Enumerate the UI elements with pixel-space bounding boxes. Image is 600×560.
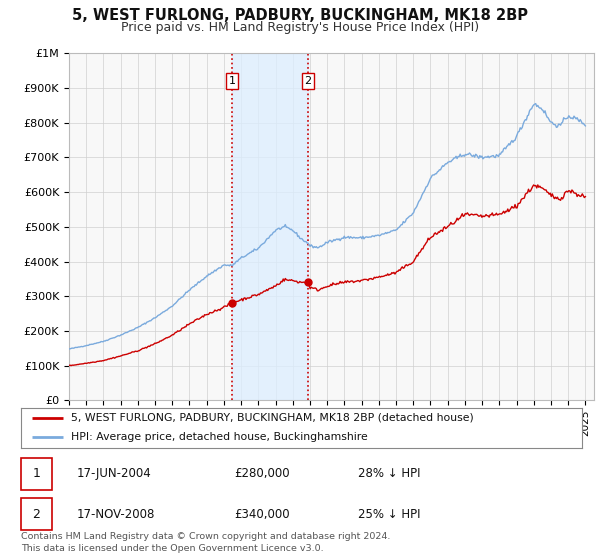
- Text: 17-JUN-2004: 17-JUN-2004: [77, 467, 152, 480]
- Bar: [21, 498, 52, 530]
- Bar: [232, 53, 308, 400]
- Text: 5, WEST FURLONG, PADBURY, BUCKINGHAM, MK18 2BP: 5, WEST FURLONG, PADBURY, BUCKINGHAM, MK…: [72, 8, 528, 24]
- Text: 1: 1: [32, 467, 40, 480]
- Text: 28% ↓ HPI: 28% ↓ HPI: [358, 467, 420, 480]
- Text: 17-NOV-2008: 17-NOV-2008: [77, 507, 155, 521]
- Text: 1: 1: [229, 76, 235, 86]
- Text: 2: 2: [32, 507, 40, 521]
- Text: Price paid vs. HM Land Registry's House Price Index (HPI): Price paid vs. HM Land Registry's House …: [121, 21, 479, 34]
- Text: 5, WEST FURLONG, PADBURY, BUCKINGHAM, MK18 2BP (detached house): 5, WEST FURLONG, PADBURY, BUCKINGHAM, MK…: [71, 413, 474, 423]
- Text: £280,000: £280,000: [234, 467, 290, 480]
- Bar: [21, 458, 52, 490]
- Text: £340,000: £340,000: [234, 507, 290, 521]
- Text: HPI: Average price, detached house, Buckinghamshire: HPI: Average price, detached house, Buck…: [71, 432, 368, 442]
- Text: 25% ↓ HPI: 25% ↓ HPI: [358, 507, 420, 521]
- Text: Contains HM Land Registry data © Crown copyright and database right 2024.
This d: Contains HM Land Registry data © Crown c…: [21, 533, 391, 553]
- Text: 2: 2: [304, 76, 311, 86]
